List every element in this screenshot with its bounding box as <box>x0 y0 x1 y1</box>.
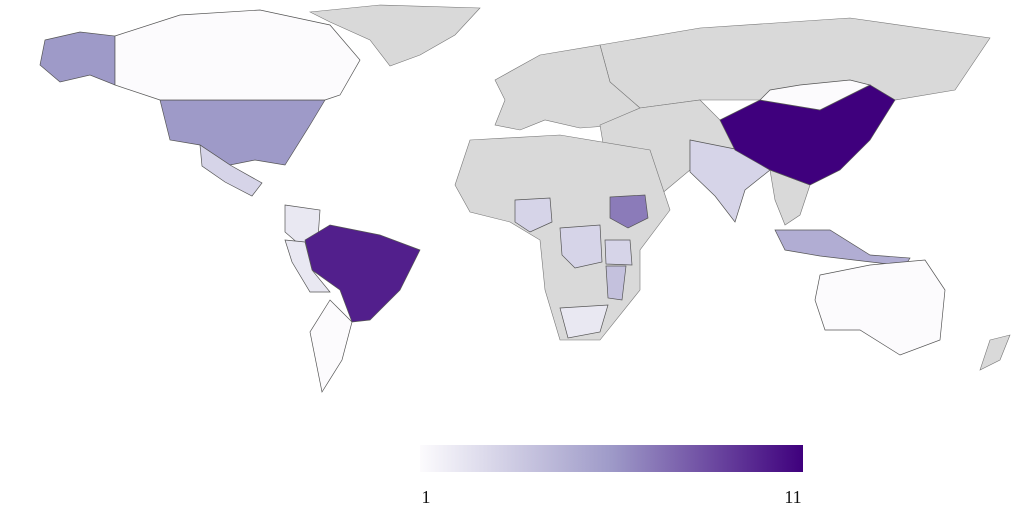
country <box>605 265 627 301</box>
colorbar-tick-label: 1 <box>422 487 431 505</box>
country <box>759 79 872 111</box>
country <box>609 194 649 229</box>
country <box>559 224 603 269</box>
country <box>199 144 263 197</box>
country <box>559 304 609 339</box>
colorbar <box>420 445 803 472</box>
country <box>39 31 326 166</box>
colorbar-tick-label: 11 <box>784 487 801 505</box>
country <box>304 224 421 323</box>
countries <box>39 9 946 393</box>
new-zealand <box>979 334 1011 371</box>
greenland <box>308 4 481 67</box>
country <box>814 259 946 356</box>
country <box>309 299 353 393</box>
country <box>774 229 911 267</box>
country <box>284 239 331 293</box>
country <box>114 9 361 101</box>
country <box>514 197 553 233</box>
country <box>604 239 633 266</box>
